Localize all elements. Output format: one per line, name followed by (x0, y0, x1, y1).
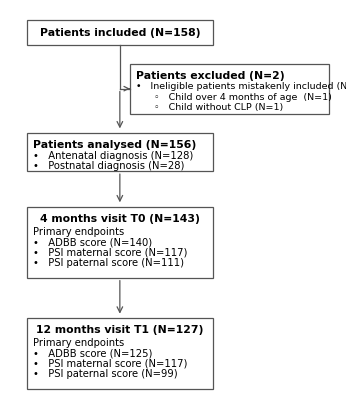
Text: •   Antenatal diagnosis (N=128): • Antenatal diagnosis (N=128) (33, 151, 193, 161)
FancyBboxPatch shape (27, 20, 213, 46)
Text: •   ADBB score (N=140): • ADBB score (N=140) (33, 238, 152, 248)
Text: Patients excluded (N=2): Patients excluded (N=2) (136, 70, 284, 80)
Text: Patients included (N=158): Patients included (N=158) (39, 28, 200, 38)
Text: 12 months visit T1 (N=127): 12 months visit T1 (N=127) (36, 325, 203, 335)
Text: •   PSI paternal score (N=99): • PSI paternal score (N=99) (33, 369, 177, 379)
FancyBboxPatch shape (130, 64, 329, 114)
FancyBboxPatch shape (27, 133, 213, 171)
Text: •   Ineligible patients mistakenly included (N=2): • Ineligible patients mistakenly include… (136, 82, 346, 92)
Text: Primary endpoints: Primary endpoints (33, 338, 124, 348)
Text: Patients analysed (N=156): Patients analysed (N=156) (33, 140, 196, 150)
Text: •   ADBB score (N=125): • ADBB score (N=125) (33, 349, 152, 359)
FancyBboxPatch shape (27, 318, 213, 389)
FancyBboxPatch shape (27, 207, 213, 278)
Text: •   Postnatal diagnosis (N=28): • Postnatal diagnosis (N=28) (33, 161, 184, 171)
Text: Primary endpoints: Primary endpoints (33, 227, 124, 237)
Text: •   PSI paternal score (N=111): • PSI paternal score (N=111) (33, 258, 184, 268)
Text: ◦   Child without CLP (N=1): ◦ Child without CLP (N=1) (136, 103, 283, 112)
Text: •   PSI maternal score (N=117): • PSI maternal score (N=117) (33, 248, 187, 258)
Text: •   PSI maternal score (N=117): • PSI maternal score (N=117) (33, 359, 187, 369)
Text: 4 months visit T0 (N=143): 4 months visit T0 (N=143) (40, 214, 200, 224)
Text: ◦   Child over 4 months of age  (N=1): ◦ Child over 4 months of age (N=1) (136, 93, 332, 102)
